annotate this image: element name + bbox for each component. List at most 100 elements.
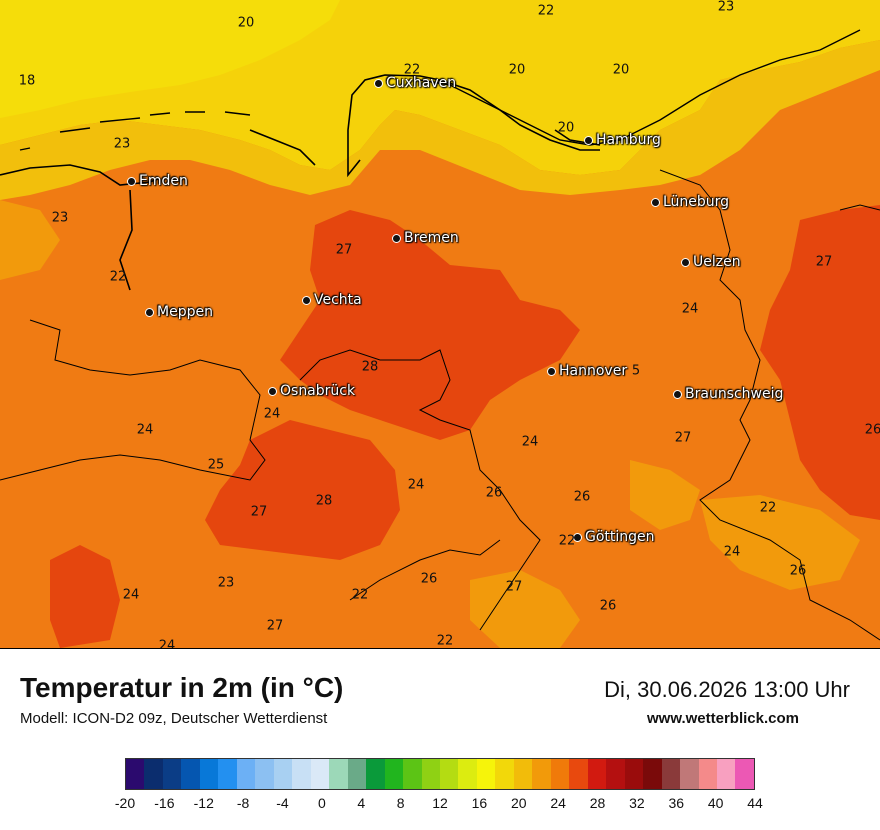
temperature-value: 22: [109, 269, 127, 285]
city-marker-bremen: Bremen: [392, 230, 459, 246]
city-dot-icon: [547, 366, 556, 376]
city-dot-icon: [584, 135, 593, 145]
temperature-value: 5: [631, 363, 641, 379]
city-label: Bremen: [404, 230, 459, 246]
temperature-value: 24: [681, 301, 699, 317]
color-scale-swatch: [126, 759, 145, 789]
model-source: Modell: ICON-D2 09z, Deutscher Wetterdie…: [20, 710, 328, 727]
color-scale-swatch: [236, 759, 256, 789]
state-border: [349, 539, 501, 601]
temperature-value: 22: [403, 62, 421, 78]
temperature-value: 28: [315, 493, 333, 509]
city-marker-goettingen: Göttingen: [573, 529, 655, 545]
city-marker-braunschweig: Braunschweig: [673, 386, 783, 402]
city-marker-osnabrueck: Osnabrück: [268, 383, 355, 399]
color-scale-swatch: [384, 759, 404, 789]
city-label: Meppen: [157, 304, 213, 320]
city-label: Göttingen: [585, 529, 655, 545]
temperature-value: 24: [521, 434, 539, 450]
color-scale-tick-label: -12: [193, 795, 214, 811]
temperature-map: Cuxhaven Hamburg Emden Lüneburg Bremen U…: [0, 0, 880, 649]
color-scale-swatch: [181, 759, 200, 789]
color-scale-tick-label: -16: [154, 795, 175, 811]
color-scale-swatch: [495, 759, 514, 789]
color-scale-tick-label: 40: [707, 795, 724, 811]
warm-patch-south: [470, 570, 580, 648]
city-label: Uelzen: [693, 254, 741, 270]
city-dot-icon: [302, 295, 311, 305]
color-scale-tick-label: -8: [236, 795, 250, 811]
city-marker-vechta: Vechta: [302, 292, 362, 308]
color-scale-swatch: [162, 759, 182, 789]
city-dot-icon: [145, 307, 154, 317]
city-label: Osnabrück: [280, 383, 356, 399]
color-scale-tick-label: 16: [471, 795, 488, 811]
color-scale-tick-label: 0: [317, 795, 326, 811]
temperature-value: 24: [122, 587, 140, 603]
color-scale-swatch: [606, 759, 625, 789]
temperature-value: 22: [759, 500, 777, 516]
color-scale-swatch: [218, 759, 237, 789]
city-dot-icon: [392, 233, 401, 243]
city-marker-meppen: Meppen: [145, 304, 213, 320]
city-marker-hamburg: Hamburg: [584, 132, 661, 148]
legend-panel: [0, 649, 880, 830]
color-scale-swatch: [458, 759, 477, 789]
color-scale-swatch: [513, 759, 533, 789]
color-scale-swatch: [292, 759, 311, 789]
city-marker-emden: Emden: [127, 173, 188, 189]
city-dot-icon: [651, 197, 660, 207]
color-scale-swatch: [624, 759, 644, 789]
temperature-value: 27: [335, 242, 353, 258]
city-marker-lueneburg: Lüneburg: [651, 194, 729, 210]
islands: [19, 111, 251, 151]
city-label: Hannover: [559, 363, 628, 379]
temperature-value: 26: [573, 489, 591, 505]
temperature-value: 27: [250, 504, 268, 520]
color-scale-tick-label: 32: [629, 795, 645, 811]
city-dot-icon: [673, 389, 682, 399]
temperature-value: 26: [864, 422, 880, 438]
color-scale-swatch: [661, 759, 681, 789]
warm-patch-southeast: [700, 495, 860, 590]
city-label: Vechta: [314, 292, 362, 308]
city-marker-hannover: Hannover: [547, 363, 627, 379]
color-scale-swatch: [717, 759, 736, 789]
map-title: Temperatur in 2m (in °C): [20, 672, 344, 703]
temperature-value: 24: [158, 638, 176, 649]
temperature-value: 23: [217, 575, 235, 591]
hot-zone-east: [760, 205, 880, 520]
temperature-value: 26: [485, 485, 503, 501]
color-scale-tick-label: 24: [550, 795, 566, 811]
color-scale-tick-label: 4: [357, 795, 366, 811]
color-scale-tick-label: 36: [668, 795, 685, 811]
temperature-value: 27: [266, 618, 284, 634]
map-canvas: [0, 0, 880, 648]
color-scale-ticks: -20 -16 -12 -8 -4 0 4 8 12 16 20 24 28 32 36 40 44: [115, 795, 763, 815]
color-scale-swatch: [439, 759, 459, 789]
city-dot-icon: [374, 78, 383, 88]
color-scale-swatch: [550, 759, 570, 789]
color-scale-swatch: [366, 759, 385, 789]
city-label: Emden: [139, 173, 188, 189]
warm-patch-east: [630, 460, 700, 530]
website-credit: www.wetterblick.com: [647, 710, 799, 727]
color-scale-tick-label: 44: [747, 795, 763, 811]
temperature-value: 26: [789, 563, 807, 579]
warm-patch-west: [0, 200, 60, 280]
color-scale-swatch: [255, 759, 274, 789]
city-dot-icon: [127, 176, 136, 186]
color-scale-tick-label: -4: [276, 795, 289, 811]
color-scale-swatch: [569, 759, 588, 789]
temperature-value: 22: [537, 3, 555, 19]
color-scale-tick-label: 12: [432, 795, 448, 811]
temperature-value: 26: [420, 571, 438, 587]
temperature-value: 25: [207, 457, 225, 473]
color-scale-swatch: [310, 759, 330, 789]
state-border: [839, 204, 880, 211]
color-scale-swatch: [643, 759, 662, 789]
city-label: Hamburg: [596, 132, 661, 148]
cool-coast-band: [0, 40, 880, 200]
city-dot-icon: [268, 386, 277, 396]
city-label: Lüneburg: [663, 194, 730, 210]
